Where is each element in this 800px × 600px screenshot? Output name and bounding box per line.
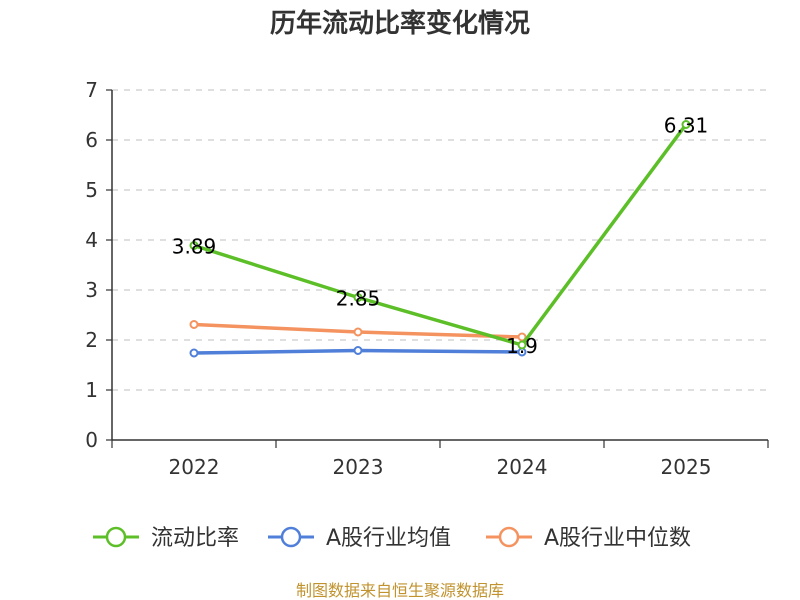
legend-item-1[interactable]: A股行业均值 <box>268 526 451 551</box>
y-tick-label: 6 <box>85 128 98 152</box>
legend-label: A股行业均值 <box>326 526 451 551</box>
data-point[interactable] <box>189 320 199 329</box>
x-tick-label: 2025 <box>661 455 712 479</box>
y-tick-label: 0 <box>85 428 98 452</box>
x-tick-label: 2023 <box>333 455 384 479</box>
data-point[interactable] <box>353 327 363 337</box>
data-point[interactable] <box>681 120 691 129</box>
series-line-0 <box>193 123 688 347</box>
legend-item-0[interactable]: 流动比率 <box>93 526 239 551</box>
legend-item-2[interactable]: A股行业中位数 <box>486 526 691 551</box>
legend-label: A股行业中位数 <box>544 526 691 551</box>
data-point[interactable] <box>189 241 199 250</box>
y-tick-label: 7 <box>85 78 98 102</box>
legend-label: 流动比率 <box>151 526 239 551</box>
legend[interactable]: 流动比率 A股行业均值 A股行业中位数 <box>93 526 691 551</box>
y-tick-label: 4 <box>85 228 98 252</box>
data-label: 6.31 <box>664 114 709 138</box>
data-point[interactable] <box>353 293 363 302</box>
y-tick-label: 3 <box>85 278 98 302</box>
series-lines <box>189 120 691 358</box>
data-point[interactable] <box>189 348 199 358</box>
data-label: 2.85 <box>336 287 381 311</box>
data-labels: 3.89 2.85 1.9 6.31 <box>172 114 709 359</box>
grid-lines <box>112 89 768 391</box>
data-point[interactable] <box>353 346 363 355</box>
y-tick-label: 5 <box>85 178 98 202</box>
x-tick-label: 2022 <box>169 455 220 479</box>
axes: 0 1 2 3 4 5 6 7 2022 2023 2024 2025 <box>85 78 769 479</box>
chart-title: 历年流动比率变化情况 <box>270 8 530 39</box>
data-label: 3.89 <box>172 235 217 259</box>
y-tick-label: 2 <box>85 328 98 352</box>
x-tick-label: 2024 <box>497 455 548 479</box>
legend-marker <box>280 526 302 548</box>
data-point[interactable] <box>517 340 527 350</box>
y-tick-label: 1 <box>85 378 98 402</box>
legend-marker <box>498 526 520 548</box>
source-note: 制图数据来自恒生聚源数据库 <box>296 581 504 600</box>
legend-marker <box>105 526 127 548</box>
data-label: 1.9 <box>506 334 538 358</box>
